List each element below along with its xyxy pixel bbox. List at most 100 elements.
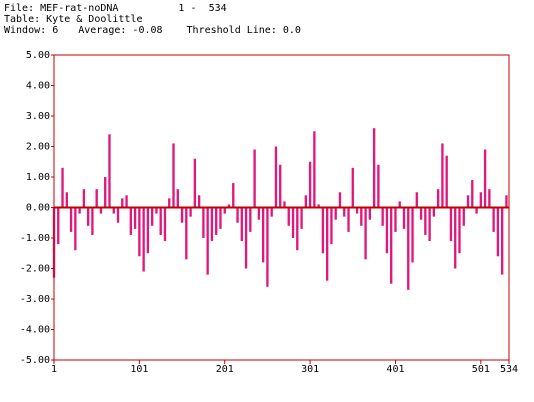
profile-bar	[326, 207, 329, 281]
profile-bar	[466, 195, 470, 208]
y-tick-label: 5.00	[26, 50, 50, 61]
profile-bar	[82, 189, 86, 208]
y-axis: 5.00 4.00 3.00 2.00 1.00 0.00 -1.00 -2.00 -3.00 -…	[20, 50, 54, 366]
profile-bar	[257, 207, 261, 220]
file-info-line: File: MEF-rat-noDNA 1 - 534	[4, 3, 227, 14]
x-tick-label: 401	[386, 364, 404, 375]
window-info-line: Window: 6 Average: -0.08 Threshold Line: 0…	[4, 25, 301, 36]
profile-bar	[279, 164, 282, 208]
profile-bar	[445, 155, 448, 208]
profile-bar	[215, 207, 218, 235]
profile-bar	[355, 207, 359, 214]
profile-bar	[86, 207, 90, 226]
profile-bar	[193, 158, 197, 208]
profile-bar	[121, 198, 124, 208]
profile-bar	[249, 207, 252, 232]
profile-bar	[253, 149, 256, 208]
profile-bar	[424, 207, 427, 235]
profile-bar	[381, 207, 384, 226]
profile-bar	[287, 207, 290, 226]
profile-bar	[168, 198, 171, 208]
profile-bar	[441, 143, 444, 208]
profile-bar	[419, 207, 423, 220]
profile-bar	[471, 180, 474, 208]
profile-bar	[347, 207, 350, 232]
average-value: -0.08	[132, 25, 163, 36]
profile-bar	[236, 207, 239, 223]
profile-bar	[317, 204, 320, 208]
profile-bar	[488, 189, 491, 208]
profile-bar	[407, 207, 410, 290]
profile-bar	[206, 207, 209, 275]
profile-bar	[69, 207, 73, 232]
profile-bar	[244, 207, 248, 269]
profile-bar	[210, 207, 214, 242]
profile-bar	[274, 146, 278, 208]
profile-bar	[402, 207, 406, 229]
y-tick-label: 2.00	[26, 142, 50, 153]
range-end: 534	[208, 3, 227, 14]
y-tick-label: 0.00	[26, 203, 50, 214]
profile-bar	[125, 195, 128, 208]
profile-bar	[432, 207, 436, 217]
profile-bar	[377, 164, 380, 208]
profile-bar	[454, 207, 457, 269]
x-tick-label: 501	[472, 364, 490, 375]
y-tick-label: -2.00	[20, 264, 50, 275]
threshold-value: 0.0	[282, 25, 301, 36]
data-series	[52, 128, 508, 290]
profile-bar	[385, 207, 389, 254]
profile-bar	[479, 192, 483, 208]
profile-bar	[283, 201, 286, 208]
profile-bar	[202, 207, 205, 238]
profile-bar	[462, 207, 465, 226]
y-tick-label: -5.00	[20, 355, 50, 366]
profile-bar	[291, 207, 295, 238]
profile-bar	[364, 207, 367, 260]
profile-bar	[172, 143, 175, 208]
profile-bar	[270, 207, 273, 217]
profile-bar	[428, 207, 431, 242]
profile-bar	[61, 167, 64, 208]
profile-bar	[394, 207, 397, 232]
profile-bar	[65, 192, 68, 208]
profile-bar	[240, 207, 243, 242]
profile-bar	[308, 161, 312, 208]
profile-bar	[129, 207, 133, 235]
profile-bar	[163, 207, 167, 242]
profile-bar	[138, 207, 141, 257]
x-tick-label: 534	[500, 364, 518, 375]
profile-bar	[300, 207, 303, 229]
average-label: Average:	[78, 25, 127, 36]
profile-bar	[483, 149, 487, 208]
y-tick-label: 3.00	[26, 111, 50, 122]
profile-bar	[492, 207, 495, 232]
profile-bar	[449, 207, 453, 242]
profile-bar	[155, 207, 158, 214]
profile-bar	[390, 207, 393, 284]
x-axis: 1 101 201 301 401 501 534	[51, 360, 518, 375]
profile-bar	[343, 207, 346, 217]
profile-bar	[219, 207, 222, 229]
profile-bar	[142, 207, 145, 272]
profile-bar	[232, 183, 235, 208]
profile-bar	[436, 189, 440, 208]
y-tick-label: 4.00	[26, 81, 50, 92]
profile-bar	[104, 177, 107, 208]
y-tick-label: -1.00	[20, 233, 50, 244]
profile-bar	[57, 207, 60, 245]
profile-bar	[112, 207, 115, 214]
range-start: 1	[178, 3, 185, 14]
profile-bar	[78, 207, 81, 214]
x-tick-label: 201	[216, 364, 234, 375]
profile-bar	[505, 195, 508, 208]
profile-bar	[116, 207, 120, 223]
y-tick-label: -4.00	[20, 325, 50, 336]
profile-bar	[475, 207, 478, 214]
file-name: MEF-rat-noDNA	[40, 3, 119, 14]
profile-bar	[99, 207, 103, 214]
profile-bar	[458, 207, 461, 254]
window-value: 6	[52, 25, 59, 36]
profile-bar	[338, 192, 342, 208]
